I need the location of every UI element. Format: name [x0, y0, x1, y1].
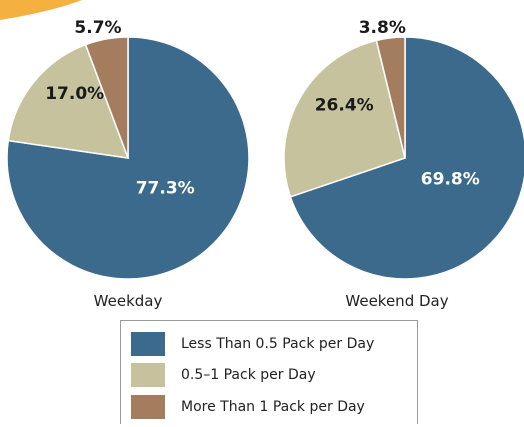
- pie-slice-more-than-one-pack: [375, 36, 406, 159]
- legend-swatch: [131, 331, 165, 356]
- legend-label: More Than 1 Pack per Day: [181, 398, 365, 415]
- legend-item-less-than-half-pack: Less Than 0.5 Pack per Day: [131, 331, 374, 356]
- legend-label: 0.5–1 Pack per Day: [181, 366, 316, 383]
- legend-swatch: [131, 362, 165, 387]
- legend-label: Less Than 0.5 Pack per Day: [181, 335, 375, 352]
- pie-slice-less-than-half-pack: [6, 36, 250, 280]
- data-label-less-than-half-pack: 77.3%: [136, 178, 195, 198]
- pie-slice-more-than-one-pack: [84, 36, 129, 159]
- data-label-more-than-one-pack: 3.8%: [359, 18, 406, 38]
- caption-weekday: Weekday: [94, 292, 163, 310]
- legend-item-half-to-one-pack: 0.5–1 Pack per Day: [131, 362, 316, 387]
- pie-slice-half-to-one-pack: [283, 39, 406, 198]
- pie-slice-half-to-one-pack: [7, 43, 130, 159]
- pie-weekend-day: 69.8% 26.4% 3.8%: [283, 18, 524, 280]
- legend: Less Than 0.5 Pack per Day 0.5–1 Pack pe…: [120, 320, 418, 424]
- pie-slice-less-than-half-pack: [289, 36, 524, 280]
- data-label-more-than-one-pack: 5.7%: [74, 18, 121, 38]
- legend-item-more-than-one-pack: More Than 1 Pack per Day: [131, 394, 365, 419]
- corner-accent: [0, 0, 82, 20]
- data-label-half-to-one-pack: 17.0%: [45, 84, 104, 104]
- data-label-less-than-half-pack: 69.8%: [421, 170, 480, 190]
- legend-swatch: [131, 394, 165, 419]
- caption-weekend-day: Weekend Day: [345, 292, 448, 310]
- pie-weekday: 77.3% 17.0% 5.7%: [6, 18, 250, 280]
- data-label-half-to-one-pack: 26.4%: [315, 95, 374, 115]
